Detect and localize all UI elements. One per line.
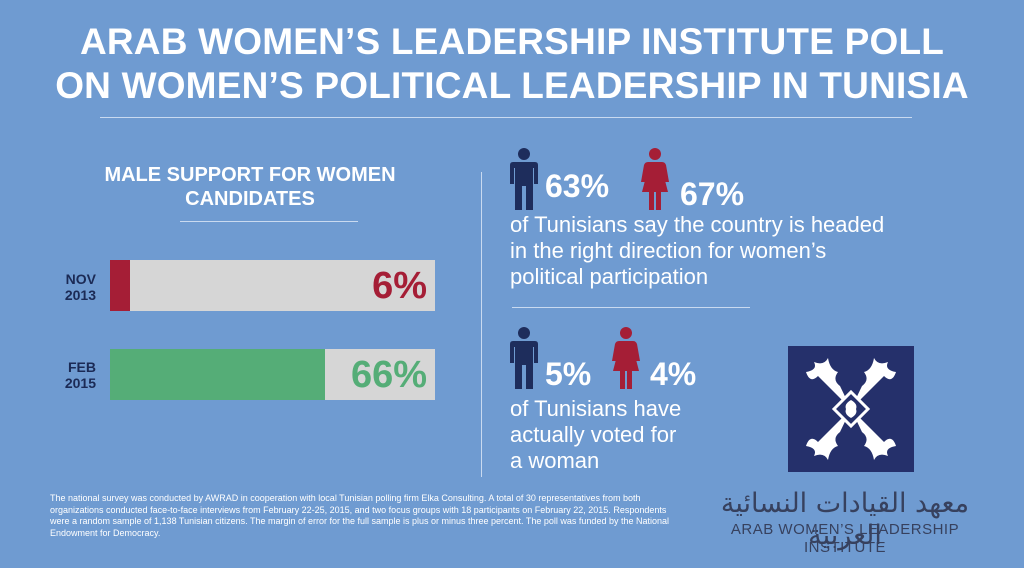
bar-label-line: NOV — [65, 271, 96, 287]
bar-label-nov-2013: NOV 2013 — [32, 271, 96, 303]
male-icon — [510, 327, 538, 389]
female-icon — [612, 327, 640, 389]
bar-value-nov-2013: 6% — [372, 265, 427, 307]
institute-english-name: ARAB WOMEN’S LEADERSHIP INSTITUTE — [730, 521, 960, 556]
female-icon — [641, 148, 669, 210]
bar-fill-feb-2015 — [110, 349, 325, 400]
logo-emblem-icon — [806, 358, 896, 460]
chart-heading-line-2: CANDIDATES — [185, 188, 315, 210]
stat1-male-value: 63% — [545, 168, 610, 204]
chart-heading: MALE SUPPORT FOR WOMEN CANDIDATES — [70, 163, 430, 211]
stat2-male-value: 5% — [545, 356, 592, 392]
stat1-text-line: of Tunisians say the country is headed — [510, 212, 885, 237]
bar-fill-nov-2013 — [110, 260, 130, 311]
stat2-text-line: a woman — [510, 448, 600, 473]
male-icon — [510, 148, 538, 210]
chart-heading-divider — [180, 221, 358, 222]
bar-label-feb-2015: FEB 2015 — [32, 359, 96, 391]
stat2-text: of Tunisians have actually voted for a w… — [510, 396, 681, 474]
institute-arabic-name: معهد القيادات النسائية العربية — [720, 488, 970, 551]
stat1-text-line: political participation — [510, 264, 709, 289]
bar-label-line: 2015 — [64, 375, 96, 391]
chart-heading-line-1: MALE SUPPORT FOR WOMEN — [104, 164, 396, 186]
bar-track-feb-2015: 66% — [110, 349, 435, 400]
bar-label-line: 2013 — [64, 287, 96, 303]
stat1-female-value: 67% — [680, 176, 745, 212]
methodology-footnote: The national survey was conducted by AWR… — [50, 493, 669, 538]
institute-logo — [788, 346, 914, 472]
column-divider — [481, 172, 482, 477]
bar-value-feb-2015: 66% — [350, 354, 427, 396]
stat1-text-line: in the right direction for women’s — [510, 238, 827, 263]
stat2-female-value: 4% — [650, 356, 697, 392]
bar-track-nov-2013: 6% — [110, 260, 435, 311]
stat2-text-line: actually voted for — [510, 422, 677, 447]
title-line-1: ARAB WOMEN’S LEADERSHIP INSTITUTE POLL — [79, 21, 945, 62]
stat1-text: of Tunisians say the country is headed i… — [510, 212, 884, 290]
page-title: ARAB WOMEN’S LEADERSHIP INSTITUTE POLL O… — [0, 20, 1024, 108]
title-line-2: ON WOMEN’S POLITICAL LEADERSHIP IN TUNIS… — [55, 65, 969, 106]
bar-label-line: FEB — [68, 359, 96, 375]
stats-divider — [512, 307, 750, 308]
title-divider — [100, 117, 912, 118]
stat2-text-line: of Tunisians have — [510, 396, 682, 421]
